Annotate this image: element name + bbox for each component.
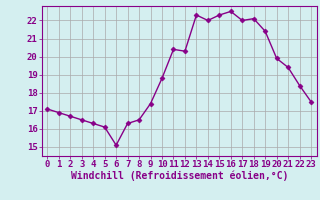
X-axis label: Windchill (Refroidissement éolien,°C): Windchill (Refroidissement éolien,°C) bbox=[70, 171, 288, 181]
